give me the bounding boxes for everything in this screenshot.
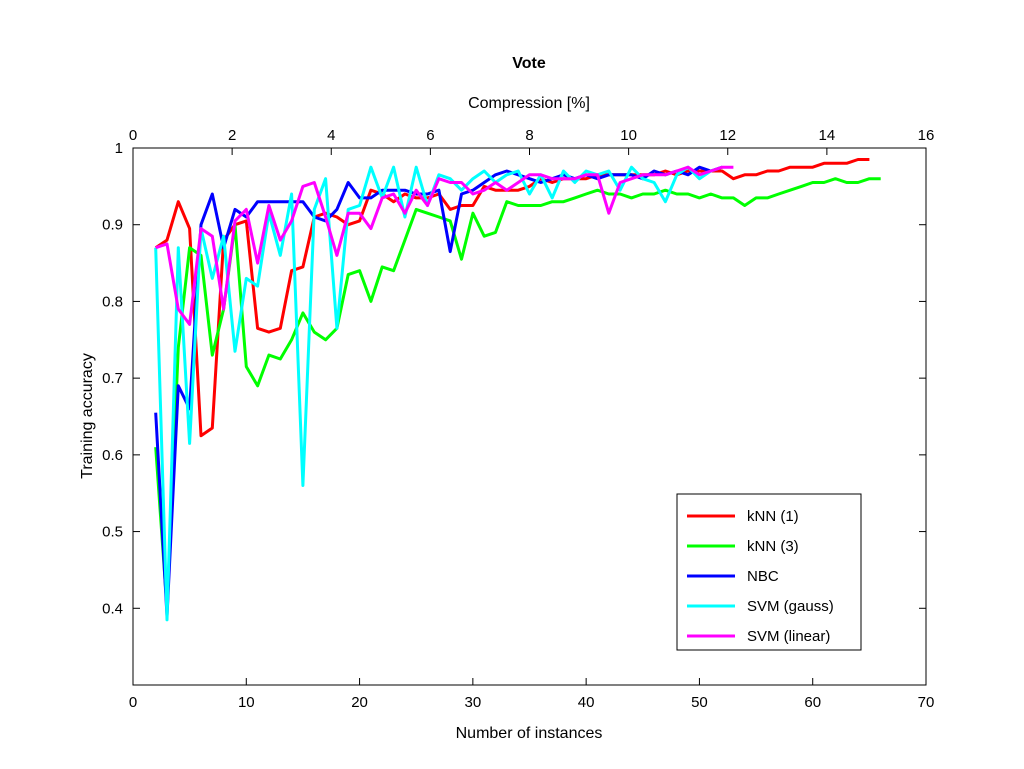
legend-label: SVM (linear) [747, 628, 830, 645]
x-tick-label: 10 [238, 694, 255, 711]
x-tick-label: 0 [129, 694, 137, 711]
x-tick-label: 30 [465, 694, 482, 711]
chart-title: Vote [512, 55, 546, 72]
legend-label: SVM (gauss) [747, 598, 834, 615]
legend-label: kNN (1) [747, 508, 799, 525]
y-tick-label: 0.4 [102, 600, 123, 617]
top-tick-label: 12 [719, 127, 736, 144]
x-tick-label: 50 [691, 694, 708, 711]
y-tick-label: 1 [115, 140, 123, 157]
x-axis-title: Number of instances [456, 725, 603, 742]
y-tick-label: 0.6 [102, 447, 123, 464]
series-line-5 [155, 165, 734, 326]
y-tick-label: 0.9 [102, 217, 123, 234]
x-tick-label: 70 [918, 694, 935, 711]
top-tick-label: 6 [426, 127, 434, 144]
series-line-1 [154, 158, 870, 438]
y-tick-label: 0.8 [102, 293, 123, 310]
series-line-4 [154, 165, 723, 622]
top-tick-label: 0 [129, 127, 137, 144]
y-tick-label: 0.5 [102, 524, 123, 541]
x-tick-label: 60 [804, 694, 821, 711]
top-tick-label: 14 [819, 127, 836, 144]
top-tick-label: 2 [228, 127, 236, 144]
y-axis-title: Training accuracy [79, 353, 96, 479]
top-axis-title: Compression [%] [468, 95, 590, 112]
top-tick-label: 10 [620, 127, 637, 144]
legend [676, 493, 862, 651]
series-line-2 [154, 177, 881, 610]
top-tick-label: 16 [918, 127, 935, 144]
legend-label: NBC [747, 568, 779, 585]
top-tick-label: 8 [525, 127, 533, 144]
x-tick-label: 20 [351, 694, 368, 711]
top-tick-label: 4 [327, 127, 335, 144]
legend-label: kNN (3) [747, 538, 799, 555]
x-tick-label: 40 [578, 694, 595, 711]
plot-area: 0 10 20 30 40 50 60 70 0 2 4 6 8 10 12 14 16 0.4 0.5 0.6 0.7… [102, 127, 934, 711]
y-tick-label: 0.7 [102, 370, 123, 387]
